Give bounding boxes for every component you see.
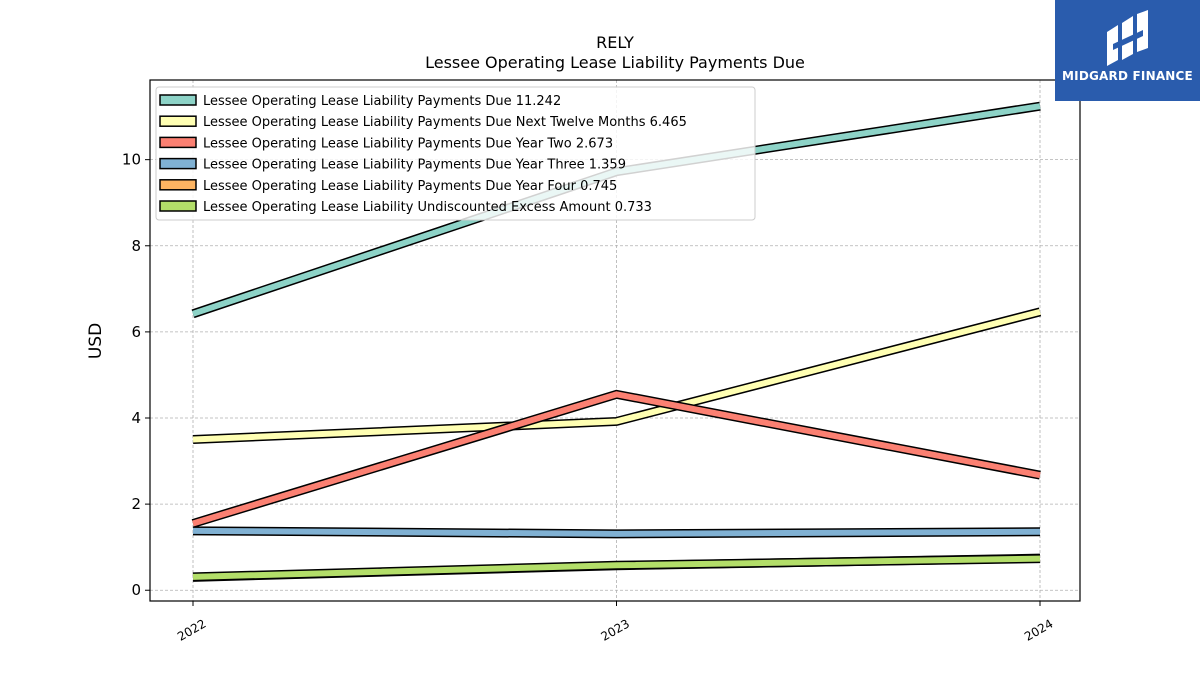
- legend-swatch: [159, 157, 197, 170]
- y-tick-label: 2: [131, 495, 141, 513]
- y-axis-label: USD: [86, 323, 106, 359]
- plot-frame: [149, 79, 1081, 602]
- legend: Lessee Operating Lease Liability Payment…: [155, 86, 756, 221]
- legend-swatch: [159, 94, 197, 106]
- legend-label: Lessee Operating Lease Liability Payment…: [203, 136, 613, 151]
- legend-swatch: [159, 115, 197, 127]
- legend-swatch: [159, 136, 197, 149]
- series-line: [191, 389, 1041, 528]
- series-line-fill: [192, 391, 1041, 527]
- series-line: [192, 526, 1041, 539]
- legend-label: Lessee Operating Lease Liability Payment…: [203, 179, 617, 194]
- midgard-logo-icon: [1107, 10, 1148, 66]
- chart-subtitle: Lessee Operating Lease Liability Payment…: [425, 53, 805, 72]
- y-tick-label: 0: [131, 581, 141, 599]
- legend-label: Lessee Operating Lease Liability Undisco…: [203, 200, 652, 215]
- legend-box: [155, 86, 756, 221]
- x-tick-label: 2022: [175, 616, 208, 643]
- series-line: [192, 307, 1042, 445]
- x-tick-label: 2023: [599, 616, 632, 643]
- brand-logo: MIDGARD FINANCE: [1055, 0, 1200, 101]
- series-layer: [191, 101, 1042, 582]
- legend-label: Lessee Operating Lease Liability Payment…: [203, 94, 561, 109]
- y-tick-label: 4: [131, 409, 141, 427]
- legend-swatch: [159, 179, 197, 191]
- series-line: [192, 554, 1041, 582]
- chart-title: RELY: [596, 33, 634, 52]
- y-tick-label: 8: [131, 237, 141, 255]
- series-line-fill: [192, 308, 1041, 443]
- y-tick-label: 10: [122, 151, 141, 169]
- series-line-fill: [192, 555, 1041, 580]
- y-tick-label: 6: [131, 323, 141, 341]
- brand-name: MIDGARD FINANCE: [1062, 69, 1193, 83]
- legend-swatch: [159, 200, 197, 212]
- legend-label: Lessee Operating Lease Liability Payment…: [203, 158, 626, 173]
- series-line-fill: [192, 527, 1041, 537]
- x-tick-label: 2024: [1022, 616, 1055, 643]
- legend-label: Lessee Operating Lease Liability Payment…: [203, 115, 687, 130]
